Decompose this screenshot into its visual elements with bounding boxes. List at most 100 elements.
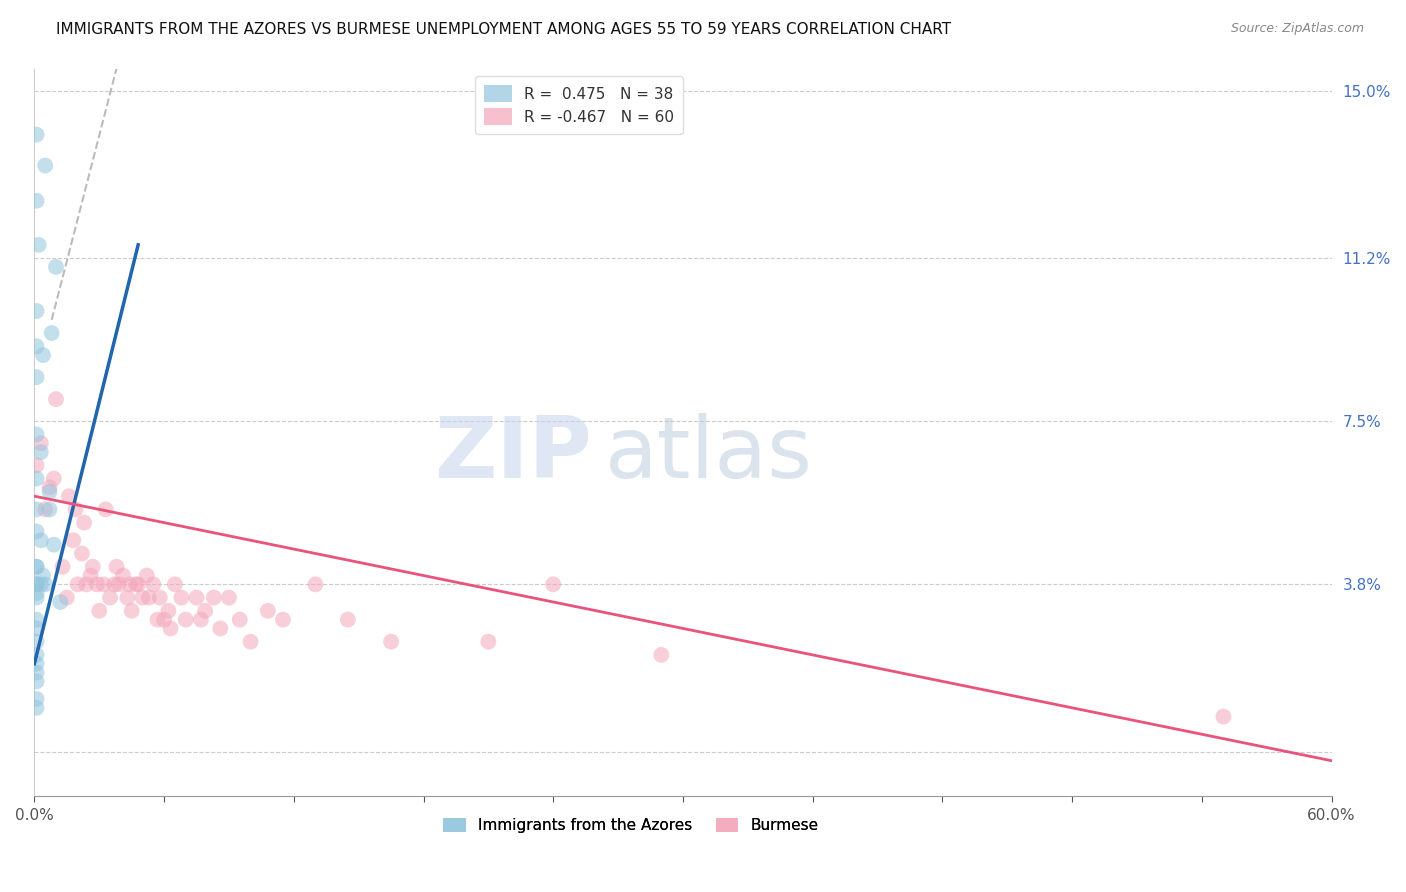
Point (65, 502, 87, 516)
Text: atlas: atlas (605, 413, 813, 496)
Point (194, 604, 217, 618)
Text: ZIP: ZIP (434, 413, 592, 496)
Point (45, 260, 67, 274)
Point (66, 577, 89, 591)
Point (25, 577, 48, 591)
Point (190, 613, 212, 627)
Point (25, 370, 48, 384)
Point (56, 591, 79, 605)
Point (70, 547, 93, 561)
Point (135, 568, 157, 582)
Point (127, 577, 149, 591)
Point (218, 591, 240, 605)
Point (89, 604, 111, 618)
Point (25, 665, 48, 680)
Point (82, 559, 104, 574)
Point (42, 538, 65, 552)
Point (336, 613, 359, 627)
Point (25, 586, 48, 600)
Point (25, 502, 48, 516)
Point (477, 634, 499, 648)
Point (25, 634, 48, 648)
Point (79, 568, 101, 582)
Point (541, 577, 564, 591)
Point (38, 480, 60, 494)
Point (30, 436, 52, 450)
Point (202, 591, 225, 605)
Point (49, 595, 72, 609)
Point (153, 613, 176, 627)
Point (117, 591, 139, 605)
Point (105, 559, 128, 574)
Point (25, 194, 48, 208)
Point (118, 577, 141, 591)
Point (25, 524, 48, 539)
Point (186, 591, 208, 605)
Point (42, 471, 65, 485)
Point (25, 128, 48, 142)
Point (1212, 709, 1234, 723)
Point (86, 577, 108, 591)
Point (138, 591, 160, 605)
Point (34, 159, 56, 173)
Point (25, 427, 48, 442)
Point (25, 692, 48, 706)
Point (107, 577, 129, 591)
Point (73, 516, 96, 530)
Point (98, 591, 121, 605)
Text: Source: ZipAtlas.com: Source: ZipAtlas.com (1230, 22, 1364, 36)
Point (146, 613, 169, 627)
Legend: Immigrants from the Azores, Burmese: Immigrants from the Azores, Burmese (437, 812, 825, 839)
Point (125, 577, 148, 591)
Point (25, 339, 48, 353)
Point (38, 502, 60, 516)
Point (34, 577, 56, 591)
Point (51, 559, 73, 574)
Point (121, 604, 143, 618)
Point (170, 591, 193, 605)
Point (30, 533, 52, 548)
Point (41, 326, 63, 340)
Point (163, 577, 186, 591)
Text: IMMIGRANTS FROM THE AZORES VS BURMESE UNEMPLOYMENT AMONG AGES 55 TO 59 YEARS COR: IMMIGRANTS FROM THE AZORES VS BURMESE UN… (56, 22, 952, 37)
Point (25, 657, 48, 671)
Point (229, 613, 252, 627)
Point (94, 502, 117, 516)
Point (103, 577, 125, 591)
Point (25, 304, 48, 318)
Point (38, 484, 60, 499)
Point (30, 577, 52, 591)
Point (304, 577, 326, 591)
Point (45, 392, 67, 407)
Point (30, 445, 52, 459)
Point (25, 559, 48, 574)
Point (28, 238, 51, 252)
Point (159, 622, 181, 636)
Point (75, 577, 97, 591)
Point (58, 489, 80, 503)
Point (62, 533, 84, 548)
Point (257, 604, 280, 618)
Point (34, 502, 56, 516)
Point (111, 568, 134, 582)
Point (174, 613, 197, 627)
Point (32, 568, 55, 582)
Point (239, 634, 262, 648)
Point (209, 622, 232, 636)
Point (25, 559, 48, 574)
Point (25, 701, 48, 715)
Point (650, 648, 672, 662)
Point (93, 577, 115, 591)
Point (380, 634, 402, 648)
Point (25, 471, 48, 485)
Point (131, 591, 153, 605)
Point (32, 348, 55, 362)
Point (25, 577, 48, 591)
Point (25, 458, 48, 473)
Point (25, 674, 48, 689)
Point (157, 604, 180, 618)
Point (149, 591, 172, 605)
Point (25, 613, 48, 627)
Point (25, 622, 48, 636)
Point (271, 613, 294, 627)
